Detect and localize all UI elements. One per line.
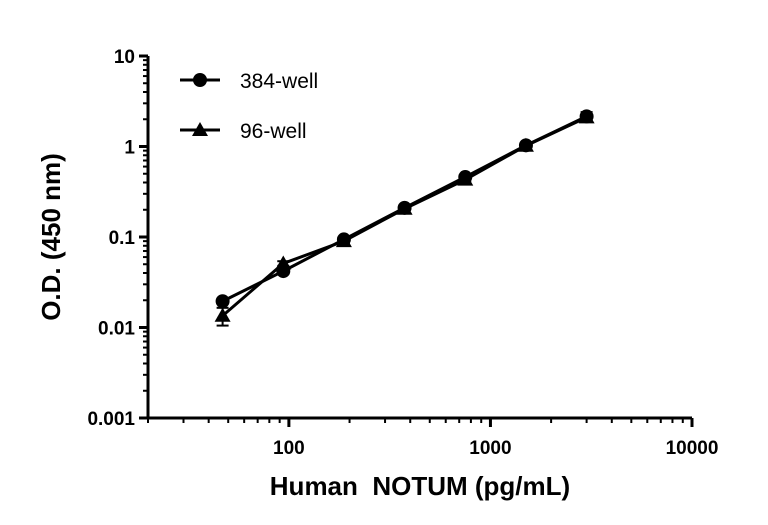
x-tick-label: 10000 <box>666 438 719 459</box>
y-tick-label: 0.1 <box>109 228 136 249</box>
triangle-marker <box>214 307 231 322</box>
circle-marker <box>193 73 207 87</box>
triangle-marker <box>396 200 413 215</box>
y-axis-title: O.D. (450 nm) <box>36 153 66 321</box>
y-tick-label: 0.01 <box>98 319 135 340</box>
triangle-marker <box>192 122 208 136</box>
x-tick-label: 1000 <box>469 438 511 459</box>
legend-item: 96-well <box>180 120 307 143</box>
y-tick-label: 0.001 <box>87 409 135 430</box>
x-axis-title: Human NOTUM (pg/mL) <box>270 471 570 501</box>
triangle-marker <box>517 137 534 152</box>
legend-label: 96-well <box>240 120 307 143</box>
triangle-marker <box>335 233 352 248</box>
triangle-marker <box>275 255 292 270</box>
y-tick-label: 10 <box>114 47 135 68</box>
circle-marker <box>215 294 230 309</box>
triangle-marker <box>578 109 595 124</box>
series-96-well <box>214 109 595 327</box>
y-tick-label: 1 <box>124 138 135 159</box>
axes: 0.001 0.01 0.1 1 10 100 1000 10000 <box>87 47 718 459</box>
series-layer <box>214 109 595 327</box>
x-tick-label: 100 <box>273 438 305 459</box>
legend-item: 384-well <box>180 70 318 93</box>
legend-label: 384-well <box>240 70 318 93</box>
triangle-marker <box>457 171 474 186</box>
legend: 384-well 96-well <box>180 70 318 143</box>
